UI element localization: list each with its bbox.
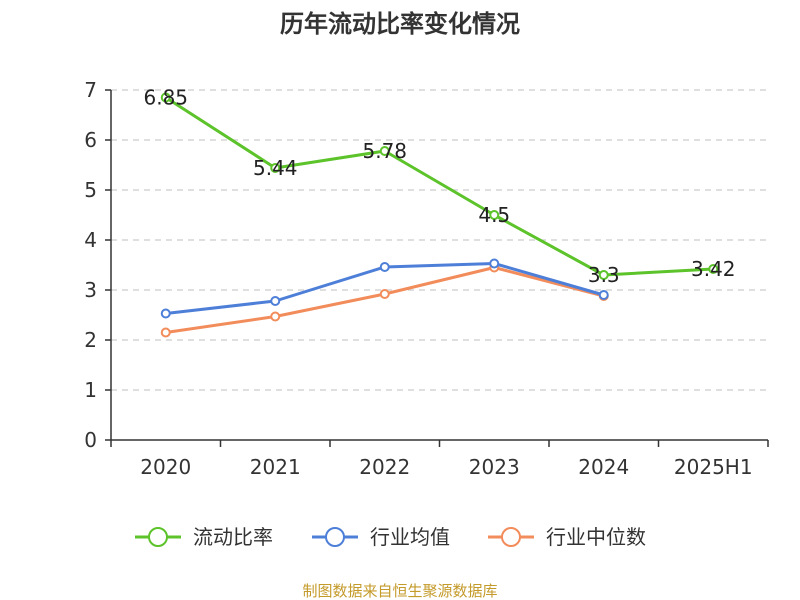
series-group	[160, 92, 719, 338]
y-tick-label: 6	[84, 128, 97, 152]
x-tick-label: 2021	[250, 455, 301, 479]
data-point[interactable]	[379, 146, 390, 156]
data-label: 3.42	[691, 257, 736, 281]
data-labels: 6.85 5.44 5.78 4.5 3.3 3.42	[143, 86, 735, 288]
data-point[interactable]	[379, 262, 390, 272]
data-point[interactable]	[598, 270, 609, 280]
y-tick-label: 1	[84, 378, 97, 402]
series-2	[160, 262, 609, 338]
x-tick-label: 2025H1	[674, 455, 753, 479]
data-point[interactable]	[708, 264, 719, 274]
legend-item[interactable]: 行业均值	[312, 525, 450, 549]
legend-marker	[501, 527, 521, 547]
data-point[interactable]	[379, 289, 390, 299]
axes: 0 1 2 3 4 5 6 7 2020 2021 2022 2023 2024 2025H1	[84, 78, 769, 479]
data-point[interactable]	[598, 290, 609, 300]
legend-marker	[148, 527, 168, 547]
series-line	[164, 96, 714, 277]
data-point[interactable]	[270, 311, 281, 322]
data-point[interactable]	[489, 210, 500, 220]
x-tick-label: 2023	[469, 455, 520, 479]
legend-item[interactable]: 行业中位数	[488, 525, 646, 549]
data-label: 6.85	[143, 86, 188, 110]
legend-label: 行业中位数	[546, 525, 646, 549]
legend[interactable]: 流动比率 行业均值 行业中位数	[135, 525, 646, 549]
x-tick-label: 2022	[359, 455, 410, 479]
chart-title: 历年流动比率变化情况	[280, 10, 520, 38]
series-0	[160, 92, 719, 280]
data-point[interactable]	[270, 296, 281, 306]
source-note: 制图数据来自恒生聚源数据库	[302, 582, 497, 600]
y-tick-label: 3	[84, 278, 97, 302]
x-tick-label: 2024	[578, 455, 629, 479]
y-tick-label: 4	[84, 228, 97, 252]
y-tick-label: 5	[84, 178, 97, 202]
data-point[interactable]	[160, 308, 171, 319]
series-1	[160, 258, 609, 319]
data-point[interactable]	[160, 92, 171, 103]
grid-lines	[111, 89, 768, 391]
legend-marker	[325, 527, 345, 547]
legend-item[interactable]: 流动比率	[135, 525, 273, 549]
data-label: 5.44	[253, 156, 298, 180]
y-tick-label: 7	[84, 78, 97, 102]
y-tick-label: 2	[84, 328, 97, 352]
data-point[interactable]	[270, 163, 281, 173]
y-tick-label: 0	[84, 428, 97, 452]
x-tick-label: 2020	[140, 455, 191, 479]
legend-label: 行业均值	[370, 525, 450, 549]
data-point[interactable]	[160, 327, 171, 338]
data-point[interactable]	[489, 258, 500, 269]
legend-label: 流动比率	[193, 525, 273, 549]
data-label: 3.3	[588, 263, 620, 287]
data-label: 4.5	[478, 203, 510, 227]
data-label: 5.78	[362, 139, 407, 163]
